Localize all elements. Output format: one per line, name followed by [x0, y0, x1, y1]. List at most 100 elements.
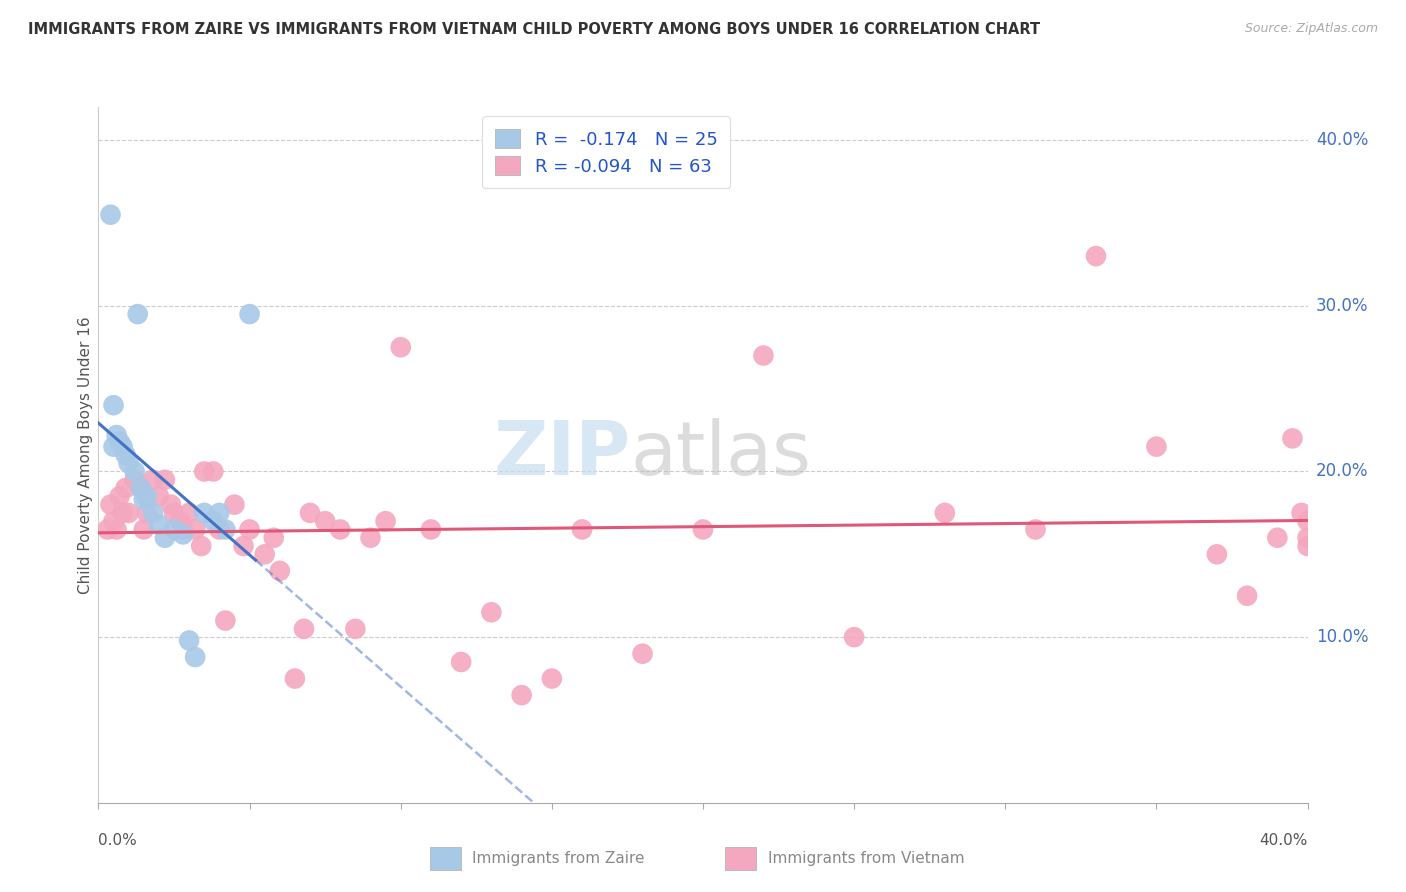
- Point: [214, 614, 236, 628]
- Point: [163, 506, 186, 520]
- Point: [96, 523, 118, 537]
- Point: [292, 622, 315, 636]
- Point: [118, 456, 141, 470]
- Point: [105, 523, 128, 537]
- Point: [1296, 539, 1319, 553]
- Point: [253, 547, 276, 561]
- Point: [184, 523, 207, 537]
- Text: 20.0%: 20.0%: [1316, 462, 1368, 481]
- Point: [481, 605, 503, 619]
- Point: [208, 523, 231, 537]
- Point: [160, 498, 183, 512]
- Point: [844, 630, 866, 644]
- Point: [114, 448, 136, 462]
- Y-axis label: Child Poverty Among Boys Under 16: Child Poverty Among Boys Under 16: [77, 316, 93, 594]
- Point: [1265, 531, 1288, 545]
- Point: [124, 473, 146, 487]
- Text: atlas: atlas: [630, 418, 811, 491]
- Point: [142, 506, 165, 520]
- Text: 10.0%: 10.0%: [1316, 628, 1368, 646]
- Point: [344, 622, 367, 636]
- Point: [631, 647, 654, 661]
- Point: [132, 492, 155, 507]
- Text: Immigrants from Zaire: Immigrants from Zaire: [472, 851, 645, 866]
- Legend: R =  -0.174   N = 25, R = -0.094   N = 63: R = -0.174 N = 25, R = -0.094 N = 63: [482, 116, 730, 188]
- Point: [419, 523, 441, 537]
- Point: [135, 506, 157, 520]
- Point: [172, 523, 194, 537]
- Point: [692, 523, 714, 537]
- Point: [510, 688, 533, 702]
- Text: ZIP: ZIP: [494, 418, 630, 491]
- Point: [127, 307, 149, 321]
- Point: [135, 489, 157, 503]
- Point: [202, 465, 225, 479]
- Point: [239, 523, 262, 537]
- Text: 30.0%: 30.0%: [1316, 297, 1368, 315]
- Point: [239, 307, 262, 321]
- Point: [100, 208, 122, 222]
- Point: [100, 498, 122, 512]
- Point: [129, 481, 152, 495]
- Point: [1085, 249, 1108, 263]
- Point: [540, 672, 562, 686]
- Point: [108, 434, 131, 449]
- Point: [103, 514, 125, 528]
- Point: [177, 633, 201, 648]
- Text: 40.0%: 40.0%: [1260, 833, 1308, 848]
- Point: [214, 523, 236, 537]
- Text: IMMIGRANTS FROM ZAIRE VS IMMIGRANTS FROM VIETNAM CHILD POVERTY AMONG BOYS UNDER : IMMIGRANTS FROM ZAIRE VS IMMIGRANTS FROM…: [28, 22, 1040, 37]
- Point: [169, 514, 191, 528]
- Text: Immigrants from Vietnam: Immigrants from Vietnam: [768, 851, 965, 866]
- Point: [163, 523, 186, 537]
- Point: [450, 655, 472, 669]
- Point: [111, 506, 134, 520]
- Text: Source: ZipAtlas.com: Source: ZipAtlas.com: [1244, 22, 1378, 36]
- Point: [190, 539, 212, 553]
- Point: [153, 531, 176, 545]
- Point: [1291, 506, 1313, 520]
- Point: [208, 506, 231, 520]
- Point: [329, 523, 352, 537]
- Point: [148, 489, 170, 503]
- Point: [374, 514, 396, 528]
- Point: [202, 514, 225, 528]
- Point: [1236, 589, 1258, 603]
- Point: [269, 564, 291, 578]
- Point: [148, 517, 170, 532]
- Point: [284, 672, 307, 686]
- Point: [1296, 531, 1319, 545]
- Point: [114, 481, 136, 495]
- Point: [103, 440, 125, 454]
- Point: [172, 527, 194, 541]
- Text: 0.0%: 0.0%: [98, 833, 138, 848]
- Point: [1206, 547, 1229, 561]
- Point: [129, 481, 152, 495]
- Point: [184, 650, 207, 665]
- Point: [153, 473, 176, 487]
- Point: [360, 531, 382, 545]
- Point: [142, 473, 165, 487]
- Point: [103, 398, 125, 412]
- Point: [299, 506, 322, 520]
- Point: [232, 539, 254, 553]
- Point: [124, 465, 146, 479]
- Point: [263, 531, 285, 545]
- Point: [105, 428, 128, 442]
- Point: [193, 465, 215, 479]
- Point: [111, 440, 134, 454]
- Point: [108, 489, 131, 503]
- Point: [934, 506, 956, 520]
- Point: [1281, 431, 1303, 445]
- Point: [1024, 523, 1046, 537]
- Point: [193, 506, 215, 520]
- Point: [389, 340, 412, 354]
- Point: [1296, 514, 1319, 528]
- Point: [314, 514, 336, 528]
- Point: [224, 498, 246, 512]
- Point: [118, 506, 141, 520]
- Point: [1144, 440, 1167, 454]
- Text: 40.0%: 40.0%: [1316, 131, 1368, 149]
- Point: [177, 506, 201, 520]
- Point: [571, 523, 593, 537]
